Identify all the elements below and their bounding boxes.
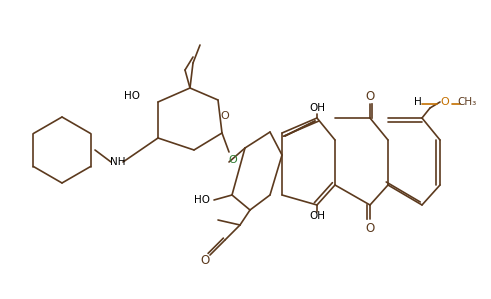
Text: O: O [365,89,375,103]
Text: H: H [414,97,422,107]
Text: OH: OH [309,103,325,113]
Text: NH: NH [110,157,126,167]
Text: OH: OH [309,211,325,221]
Text: O: O [440,97,449,107]
Text: O: O [200,254,210,266]
Text: O: O [365,222,375,234]
Text: HO: HO [194,195,210,205]
Text: O: O [229,155,237,165]
Text: O: O [220,111,229,121]
Text: CH₃: CH₃ [458,97,477,107]
Text: HO: HO [124,91,140,101]
